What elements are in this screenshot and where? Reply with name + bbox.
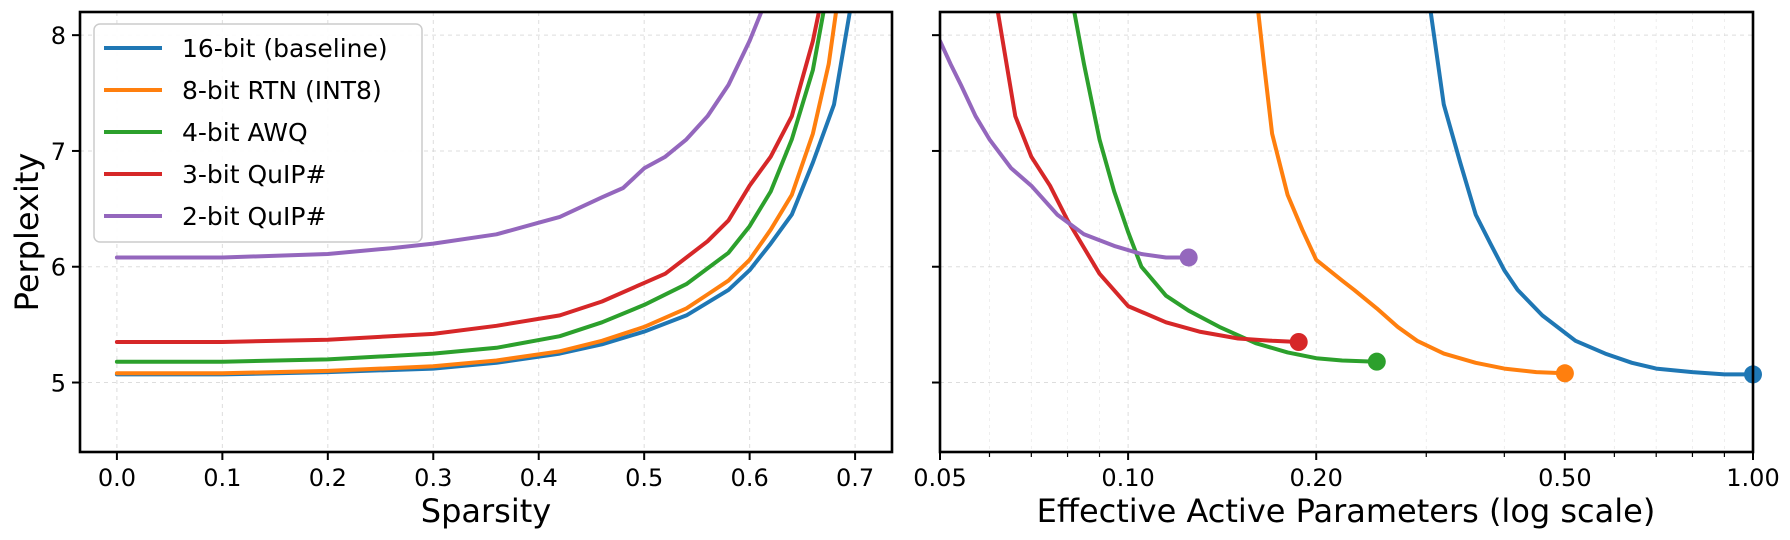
right-end-marker-3-bit-quip — [1289, 333, 1308, 351]
left-series-group — [114, 12, 852, 377]
right-grid — [939, 12, 1754, 452]
right-x-tick-label: 0.20 — [1290, 464, 1343, 492]
legend: 16-bit (baseline) 8-bit RTN (INT8) 4-bit A… — [93, 23, 423, 243]
right-x-axis-label: Effective Active Parameters (log scale) — [1037, 492, 1656, 530]
legend-label-16-bit-baseline: 16-bit (baseline) — [182, 34, 388, 63]
right-series-16-bit-baseline — [1428, 12, 1753, 377]
left-x-tick-label: 0.2 — [309, 464, 347, 492]
right-x-tick-label: 0.10 — [1101, 464, 1154, 492]
right-end-marker-2-bit-quip — [1179, 248, 1198, 267]
right-end-marker-4-bit-awq — [1367, 352, 1386, 371]
right-series-4-bit-awq — [1072, 12, 1379, 364]
left-x-tick-label: 0.4 — [520, 464, 558, 492]
left-series-8-bit-rtn-int8 — [114, 12, 839, 376]
right-x-tick-label: 0.50 — [1538, 464, 1591, 492]
left-x-tick-label: 0.0 — [98, 464, 136, 492]
left-x-tick-label: 0.5 — [625, 464, 663, 492]
left-x-tick-label: 0.7 — [836, 464, 874, 492]
left-x-axis-label: Sparsity — [421, 492, 551, 530]
left-x-tick-label: 0.3 — [414, 464, 452, 492]
right-x-tick-label: 0.05 — [913, 464, 966, 492]
right-series-2-bit-quip — [940, 38, 1191, 260]
right-end-marker-8-bit-rtn-int8 — [1555, 364, 1574, 383]
legend-label-8-bit-rtn-int8: 8-bit RTN (INT8) — [182, 76, 382, 105]
legend-box — [93, 23, 423, 243]
right-x-axis: 0.05 0.10 0.20 0.50 1.00 — [913, 452, 1780, 492]
left-x-tick-label: 0.6 — [731, 464, 769, 492]
right-y-axis — [932, 34, 940, 384]
legend-label-2-bit-quip: 2-bit QuIP# — [182, 202, 326, 231]
left-x-axis: 0.0 0.1 0.2 0.3 0.4 0.5 0.6 0.7 — [98, 452, 874, 492]
left-series-3-bit-quip — [114, 12, 821, 344]
right-x-tick-label: 1.00 — [1726, 464, 1779, 492]
right-plot-frame — [938, 10, 1755, 454]
left-y-tick-label: 6 — [51, 254, 66, 282]
left-series-4-bit-awq — [114, 12, 826, 364]
legend-label-3-bit-quip: 3-bit QuIP# — [182, 160, 326, 189]
left-y-axis: 5 6 7 8 — [51, 22, 80, 398]
right-series-3-bit-quip — [995, 12, 1301, 344]
left-y-tick-label: 8 — [51, 22, 66, 50]
legend-label-4-bit-awq: 4-bit AWQ — [182, 118, 308, 147]
left-x-tick-label: 0.1 — [203, 464, 241, 492]
left-y-axis-label: Perplexity — [8, 153, 46, 312]
left-y-tick-label: 5 — [51, 370, 66, 398]
right-series-group — [940, 12, 1753, 377]
right-series-8-bit-rtn-int8 — [1256, 12, 1567, 376]
left-plot-frame — [78, 10, 894, 454]
right-end-markers — [1179, 248, 1762, 384]
right-panel: 0.05 0.10 0.20 0.50 1.00 Effective Active Pa… — [913, 10, 1780, 530]
left-y-tick-label: 7 — [51, 138, 66, 166]
left-series-2-bit-quip — [114, 12, 764, 260]
left-panel: 0.0 0.1 0.2 0.3 0.4 0.5 0.6 0.7 5 6 7 8 Sparsity P… — [8, 10, 894, 530]
